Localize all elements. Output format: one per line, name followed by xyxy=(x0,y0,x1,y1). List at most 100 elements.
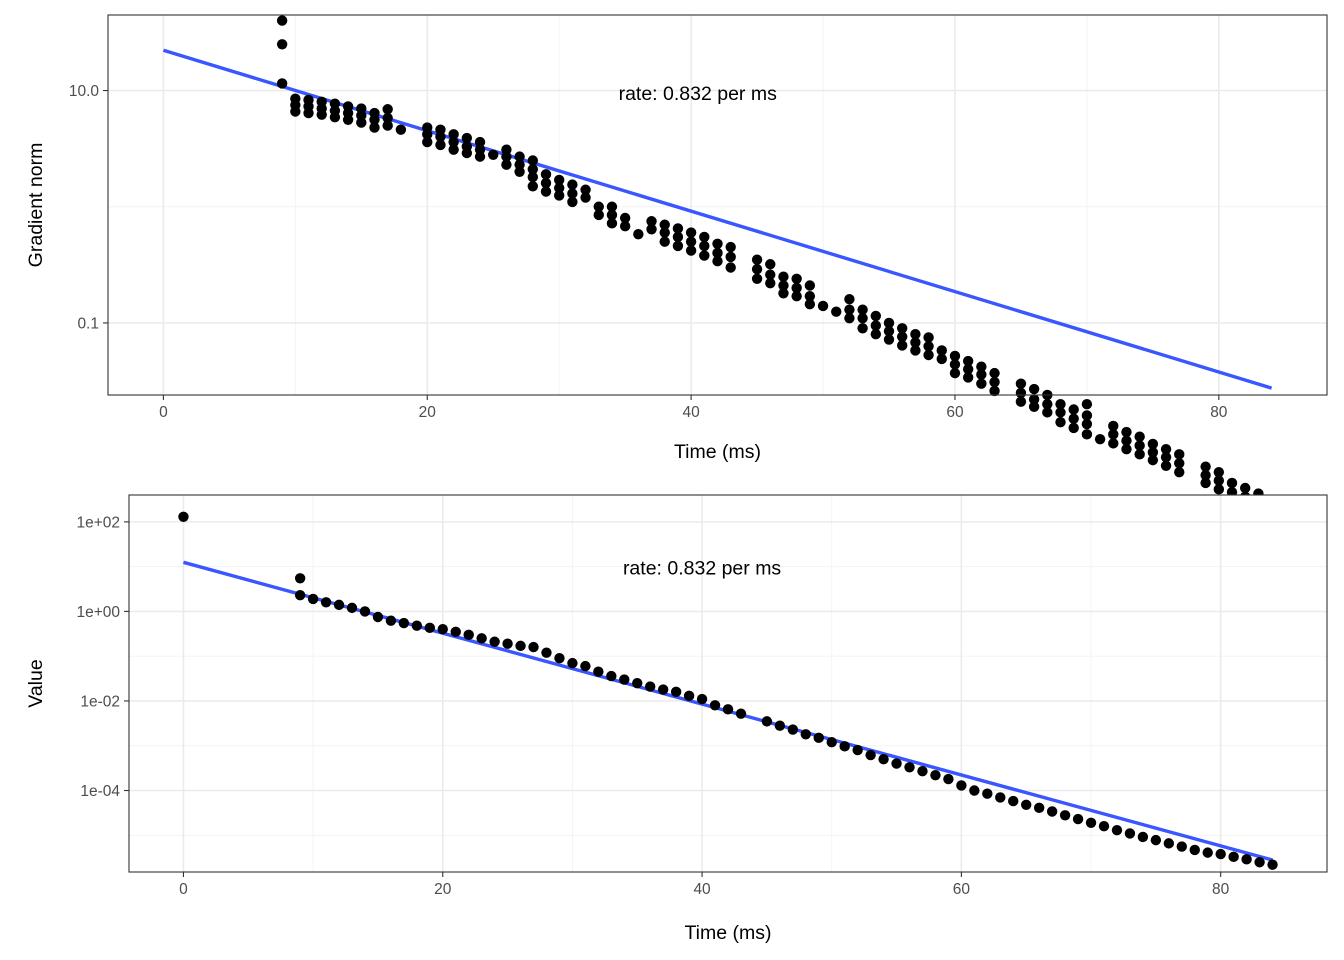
gradient-norm-data-point xyxy=(751,273,763,284)
value-data-point xyxy=(632,677,643,689)
gradient-norm-data-point xyxy=(659,236,670,247)
value-y-tick-label: 1e-04 xyxy=(80,783,120,800)
value-data-point xyxy=(995,792,1006,803)
value-y-tick-label: 1e+00 xyxy=(76,604,120,621)
gradient-norm-data-point xyxy=(1042,407,1053,418)
value-data-point xyxy=(294,573,306,584)
value-y-tick-label: 1e-02 xyxy=(80,693,120,710)
gradient-norm-data-point xyxy=(1108,420,1119,432)
gradient-norm-data-point xyxy=(804,280,816,291)
gradient-norm-data-point xyxy=(435,131,446,142)
gradient-norm-data-point xyxy=(382,104,393,115)
value-data-point xyxy=(852,744,863,756)
value-data-point xyxy=(1072,813,1084,825)
gradient-norm-data-point xyxy=(685,227,697,238)
value-data-point xyxy=(606,670,617,682)
gradient-norm-y-tick-label: 0.1 xyxy=(77,315,99,332)
gradient-norm-data-point xyxy=(685,236,697,247)
gradient-norm-data-point xyxy=(395,124,407,135)
gradient-norm-x-tick-label: 40 xyxy=(682,404,700,421)
gradient-norm-data-point xyxy=(1160,451,1172,463)
gradient-norm-data-point xyxy=(593,201,604,212)
gradient-norm-data-point xyxy=(540,169,552,180)
value-data-point xyxy=(178,511,189,522)
gradient-norm-data-point xyxy=(1028,394,1040,405)
gradient-norm-y-axis-title: Gradient norm xyxy=(25,143,47,268)
gradient-norm-y-tick-label: 10.0 xyxy=(69,83,100,100)
gradient-norm-data-point xyxy=(962,372,974,383)
gradient-norm-data-point xyxy=(1134,449,1145,460)
value-data-point xyxy=(307,593,319,605)
value-panel-background xyxy=(129,495,1327,872)
gradient-norm-panel: 0 20 40 60 80 10.0 0.1 rate: 0.832 per ms Time… xyxy=(25,14,1328,521)
value-x-tick-label: 80 xyxy=(1212,881,1230,898)
gradient-norm-data-point xyxy=(791,290,802,302)
gradient-norm-x-tick-label: 20 xyxy=(419,404,437,421)
value-data-point xyxy=(930,769,941,781)
value-data-point xyxy=(567,657,578,669)
gradient-norm-data-point xyxy=(1240,482,1251,494)
gradient-norm-data-point xyxy=(316,109,327,120)
gradient-norm-data-point xyxy=(606,218,618,229)
gradient-norm-data-point xyxy=(778,271,789,282)
value-data-point xyxy=(709,700,721,711)
gradient-norm-data-point xyxy=(553,174,565,186)
value-x-tick-label: 40 xyxy=(693,881,711,898)
value-data-point xyxy=(463,629,474,641)
gradient-norm-data-point xyxy=(751,254,763,265)
gradient-norm-data-point xyxy=(962,363,974,375)
value-panel: 0 20 40 60 80 1e+02 1e+00 1e-02 1e-04 rate: 0.83… xyxy=(25,494,1328,944)
value-data-point xyxy=(645,681,656,692)
gradient-norm-data-point xyxy=(1174,458,1185,469)
gradient-norm-data-point xyxy=(1174,466,1185,478)
value-data-point xyxy=(1215,848,1226,860)
value-data-point xyxy=(761,716,773,727)
gradient-norm-data-point xyxy=(580,192,591,203)
gradient-norm-data-point xyxy=(1147,447,1159,458)
gradient-norm-data-point xyxy=(804,290,816,302)
gradient-norm-data-point xyxy=(699,250,710,261)
value-data-point xyxy=(476,633,487,644)
gradient-norm-data-point xyxy=(923,332,934,343)
gradient-norm-data-point xyxy=(342,114,354,125)
gradient-norm-data-point xyxy=(1147,454,1159,466)
gradient-norm-data-point xyxy=(448,129,459,140)
gradient-norm-data-point xyxy=(1042,398,1053,410)
value-x-tick-label: 20 xyxy=(434,881,452,898)
gradient-norm-data-point xyxy=(791,273,802,284)
gradient-norm-data-point xyxy=(1028,383,1040,395)
value-data-point xyxy=(865,749,876,761)
value-data-point xyxy=(1163,838,1175,849)
gradient-norm-data-point xyxy=(580,184,591,195)
gradient-norm-data-point xyxy=(422,129,433,140)
gradient-norm-data-point xyxy=(765,259,776,270)
gradient-norm-data-point xyxy=(606,201,618,212)
value-data-point xyxy=(1021,799,1032,810)
gradient-norm-data-point xyxy=(989,385,1000,397)
gradient-norm-data-point xyxy=(1226,477,1238,489)
value-data-point xyxy=(1046,806,1058,817)
gradient-norm-data-point xyxy=(1134,440,1145,451)
value-rate-annotation: rate: 0.832 per ms xyxy=(623,557,781,579)
value-data-point xyxy=(839,741,850,752)
value-gridlines xyxy=(129,495,1327,872)
gradient-norm-data-point xyxy=(1200,477,1211,489)
gradient-norm-data-point xyxy=(382,112,393,124)
gradient-norm-data-point xyxy=(936,345,947,356)
gradient-norm-panel-frame xyxy=(107,14,1328,396)
gradient-norm-data-point xyxy=(1068,422,1079,434)
gradient-norm-data-point xyxy=(857,312,868,324)
gradient-norm-data-point xyxy=(989,367,1000,379)
value-y-tick-label: 1e+02 xyxy=(76,514,120,531)
gradient-norm-data-point xyxy=(553,190,565,201)
gradient-norm-data-point xyxy=(844,294,855,305)
gradient-norm-data-point xyxy=(659,219,670,230)
value-data-point xyxy=(1228,851,1239,863)
gradient-norm-panel-background xyxy=(108,15,1327,395)
gradient-norm-axis-ticks: 0 20 40 60 80 10.0 0.1 xyxy=(69,83,1228,421)
gradient-norm-data-point xyxy=(936,353,947,365)
value-data-point xyxy=(541,647,552,658)
gradient-norm-points xyxy=(276,15,1277,521)
gradient-norm-data-point xyxy=(461,132,473,144)
gradient-norm-data-point xyxy=(989,376,1000,388)
